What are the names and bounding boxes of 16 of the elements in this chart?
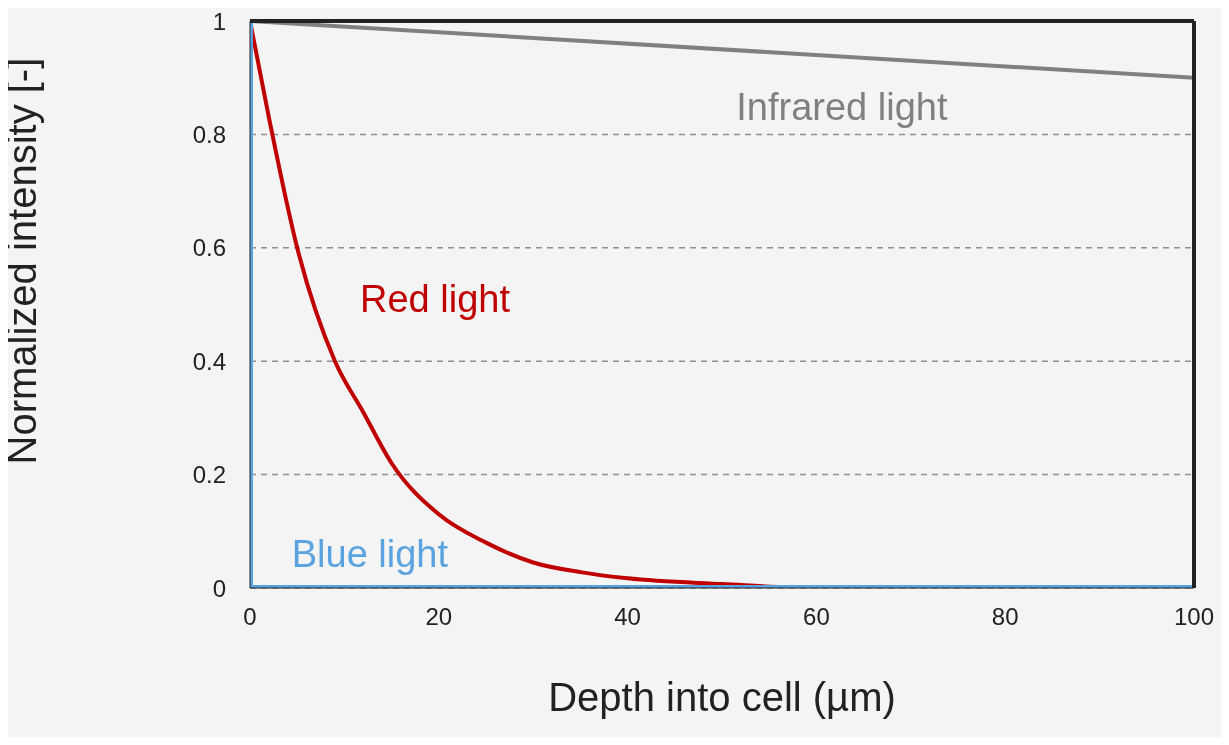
y-tick-label: 1 [212,7,226,35]
x-tick-label: 80 [991,603,1019,631]
y-tick-label: 0.2 [192,461,226,489]
y-tick-label: 0.4 [192,347,226,375]
x-tick-label: 40 [614,603,641,631]
x-tick-label: 0 [243,603,257,631]
series-label: Blue light [291,533,449,576]
x-tick-label: 20 [425,603,453,631]
x-axis-title: Depth into cell (µm) [548,675,896,719]
y-tick-label: 0.8 [192,120,226,148]
series-label: Infrared light [736,85,948,128]
x-tick-label: 60 [803,603,830,631]
series-label: Red light [360,278,511,321]
y-tick-label: 0.6 [192,234,226,262]
y-tick-label: 0 [212,574,226,602]
x-tick-label: 100 [1173,603,1215,631]
